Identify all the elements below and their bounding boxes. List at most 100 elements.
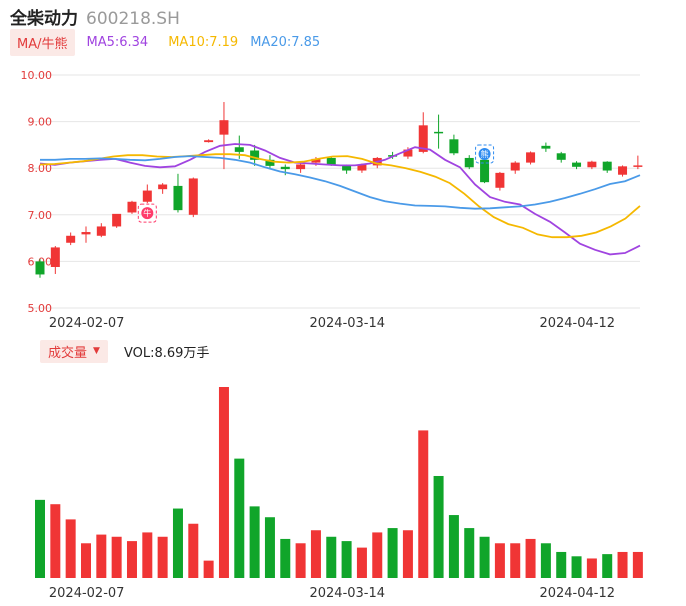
candle-body (434, 131, 444, 134)
volume-bar (433, 475, 444, 578)
volume-x-axis: 2024-02-07 2024-03-14 2024-04-12 (49, 586, 615, 601)
candle-body (449, 139, 459, 154)
caret-down-icon: ▼ (93, 346, 100, 356)
volume-bar (510, 543, 521, 578)
volume-bar (586, 558, 597, 578)
price-grid (30, 74, 640, 309)
volume-bar (35, 499, 45, 578)
signal-badges: 牛熊 (137, 144, 495, 223)
volume-bar (525, 538, 536, 578)
candle-body (556, 153, 566, 160)
volume-bar (418, 430, 429, 578)
volume-bar (280, 538, 291, 578)
candle-body (280, 166, 290, 170)
volume-bar (448, 515, 459, 578)
candle-body (572, 162, 582, 167)
ma-indicator-bar: MA/牛熊 MA5:6.34 MA10:7.19 MA20:7.85 (10, 28, 320, 56)
x-tick-label: 2024-03-14 (309, 316, 385, 331)
y-tick-label: 8.00 (28, 162, 53, 175)
x-tick-label: 2024-04-12 (539, 316, 615, 331)
volume-value: VOL:8.69万手 (123, 345, 210, 361)
candle-body (618, 166, 628, 175)
candle-body (342, 165, 352, 171)
candle-body (526, 152, 536, 163)
candle-body (265, 159, 275, 166)
volume-bar (218, 387, 229, 578)
candle-body (142, 190, 152, 202)
volume-bar (326, 536, 337, 578)
volume-bar (571, 556, 582, 578)
volume-bar (172, 508, 183, 578)
candle-body (296, 164, 306, 170)
volume-bar (402, 530, 413, 578)
y-tick-label: 5.00 (28, 302, 53, 315)
price-y-axis: 10.009.008.007.006.005.00 (21, 69, 53, 315)
moving-average-lines (39, 143, 641, 256)
volume-bar (295, 543, 306, 578)
ma20-line (40, 155, 641, 210)
candle-body (96, 226, 106, 236)
volume-bar (540, 543, 551, 578)
candle-body (158, 184, 168, 190)
ma-type-button[interactable]: MA/牛熊 (10, 28, 75, 56)
candlestick-series (35, 102, 643, 278)
ma5-label: MA5:6.34 (86, 34, 149, 50)
x-tick-label: 2024-02-07 (49, 316, 125, 331)
x-tick-label: 2024-03-14 (309, 586, 385, 601)
x-tick-label: 2024-04-12 (539, 586, 615, 601)
volume-bar (479, 536, 490, 578)
volume-bar (157, 536, 168, 578)
bull-badge-icon (141, 207, 154, 220)
volume-bar (632, 551, 643, 578)
volume-bar (142, 532, 153, 578)
volume-bar (602, 554, 613, 578)
volume-bar (356, 547, 367, 578)
volume-bar (494, 543, 505, 578)
candle-body (81, 232, 91, 235)
volume-bar (203, 560, 214, 578)
volume-bar (126, 541, 137, 578)
ma10-label: MA10:7.19 (168, 34, 239, 50)
volume-bar (556, 551, 567, 578)
volume-bar (50, 504, 61, 578)
ma10-line (39, 153, 641, 239)
candle-body (311, 158, 321, 163)
volume-series (35, 387, 643, 578)
volume-bar (96, 534, 107, 578)
bear-badge-label: 熊 (481, 149, 489, 159)
volume-type-label: 成交量 (48, 345, 88, 361)
y-tick-label: 10.00 (21, 69, 53, 82)
price-x-axis: 2024-02-07 2024-03-14 2024-04-12 (49, 316, 615, 331)
volume-bar (111, 536, 122, 578)
volume-type-button[interactable]: 成交量 ▼ (40, 339, 108, 363)
volume-bar (249, 506, 260, 578)
volume-bar (188, 523, 199, 578)
y-tick-label: 7.00 (28, 209, 53, 222)
candle-body (250, 150, 260, 160)
volume-bar (341, 541, 352, 578)
candle-body (219, 120, 229, 135)
candle-body (66, 235, 76, 243)
bull-badge-label: 牛 (143, 208, 151, 218)
candle-body (541, 145, 551, 149)
y-tick-label: 9.00 (28, 116, 53, 129)
volume-bar (80, 543, 91, 578)
candle-body (35, 261, 45, 275)
candle-body (112, 213, 122, 227)
candle-body (127, 201, 137, 213)
candle-body (418, 125, 428, 152)
candle-body (633, 165, 643, 167)
candle-body (188, 178, 198, 215)
candle-body (495, 172, 505, 188)
volume-bar (65, 519, 76, 578)
candle-body (464, 157, 474, 168)
candle-body (50, 247, 60, 267)
volume-bar (372, 532, 383, 578)
volume-indicator-bar: 成交量 ▼ VOL:8.69万手 (40, 339, 210, 363)
ma5-line (39, 143, 641, 256)
candle-body (403, 149, 413, 157)
x-tick-label: 2024-02-07 (49, 586, 125, 601)
candle-body (326, 157, 336, 165)
candle-body (234, 147, 244, 152)
